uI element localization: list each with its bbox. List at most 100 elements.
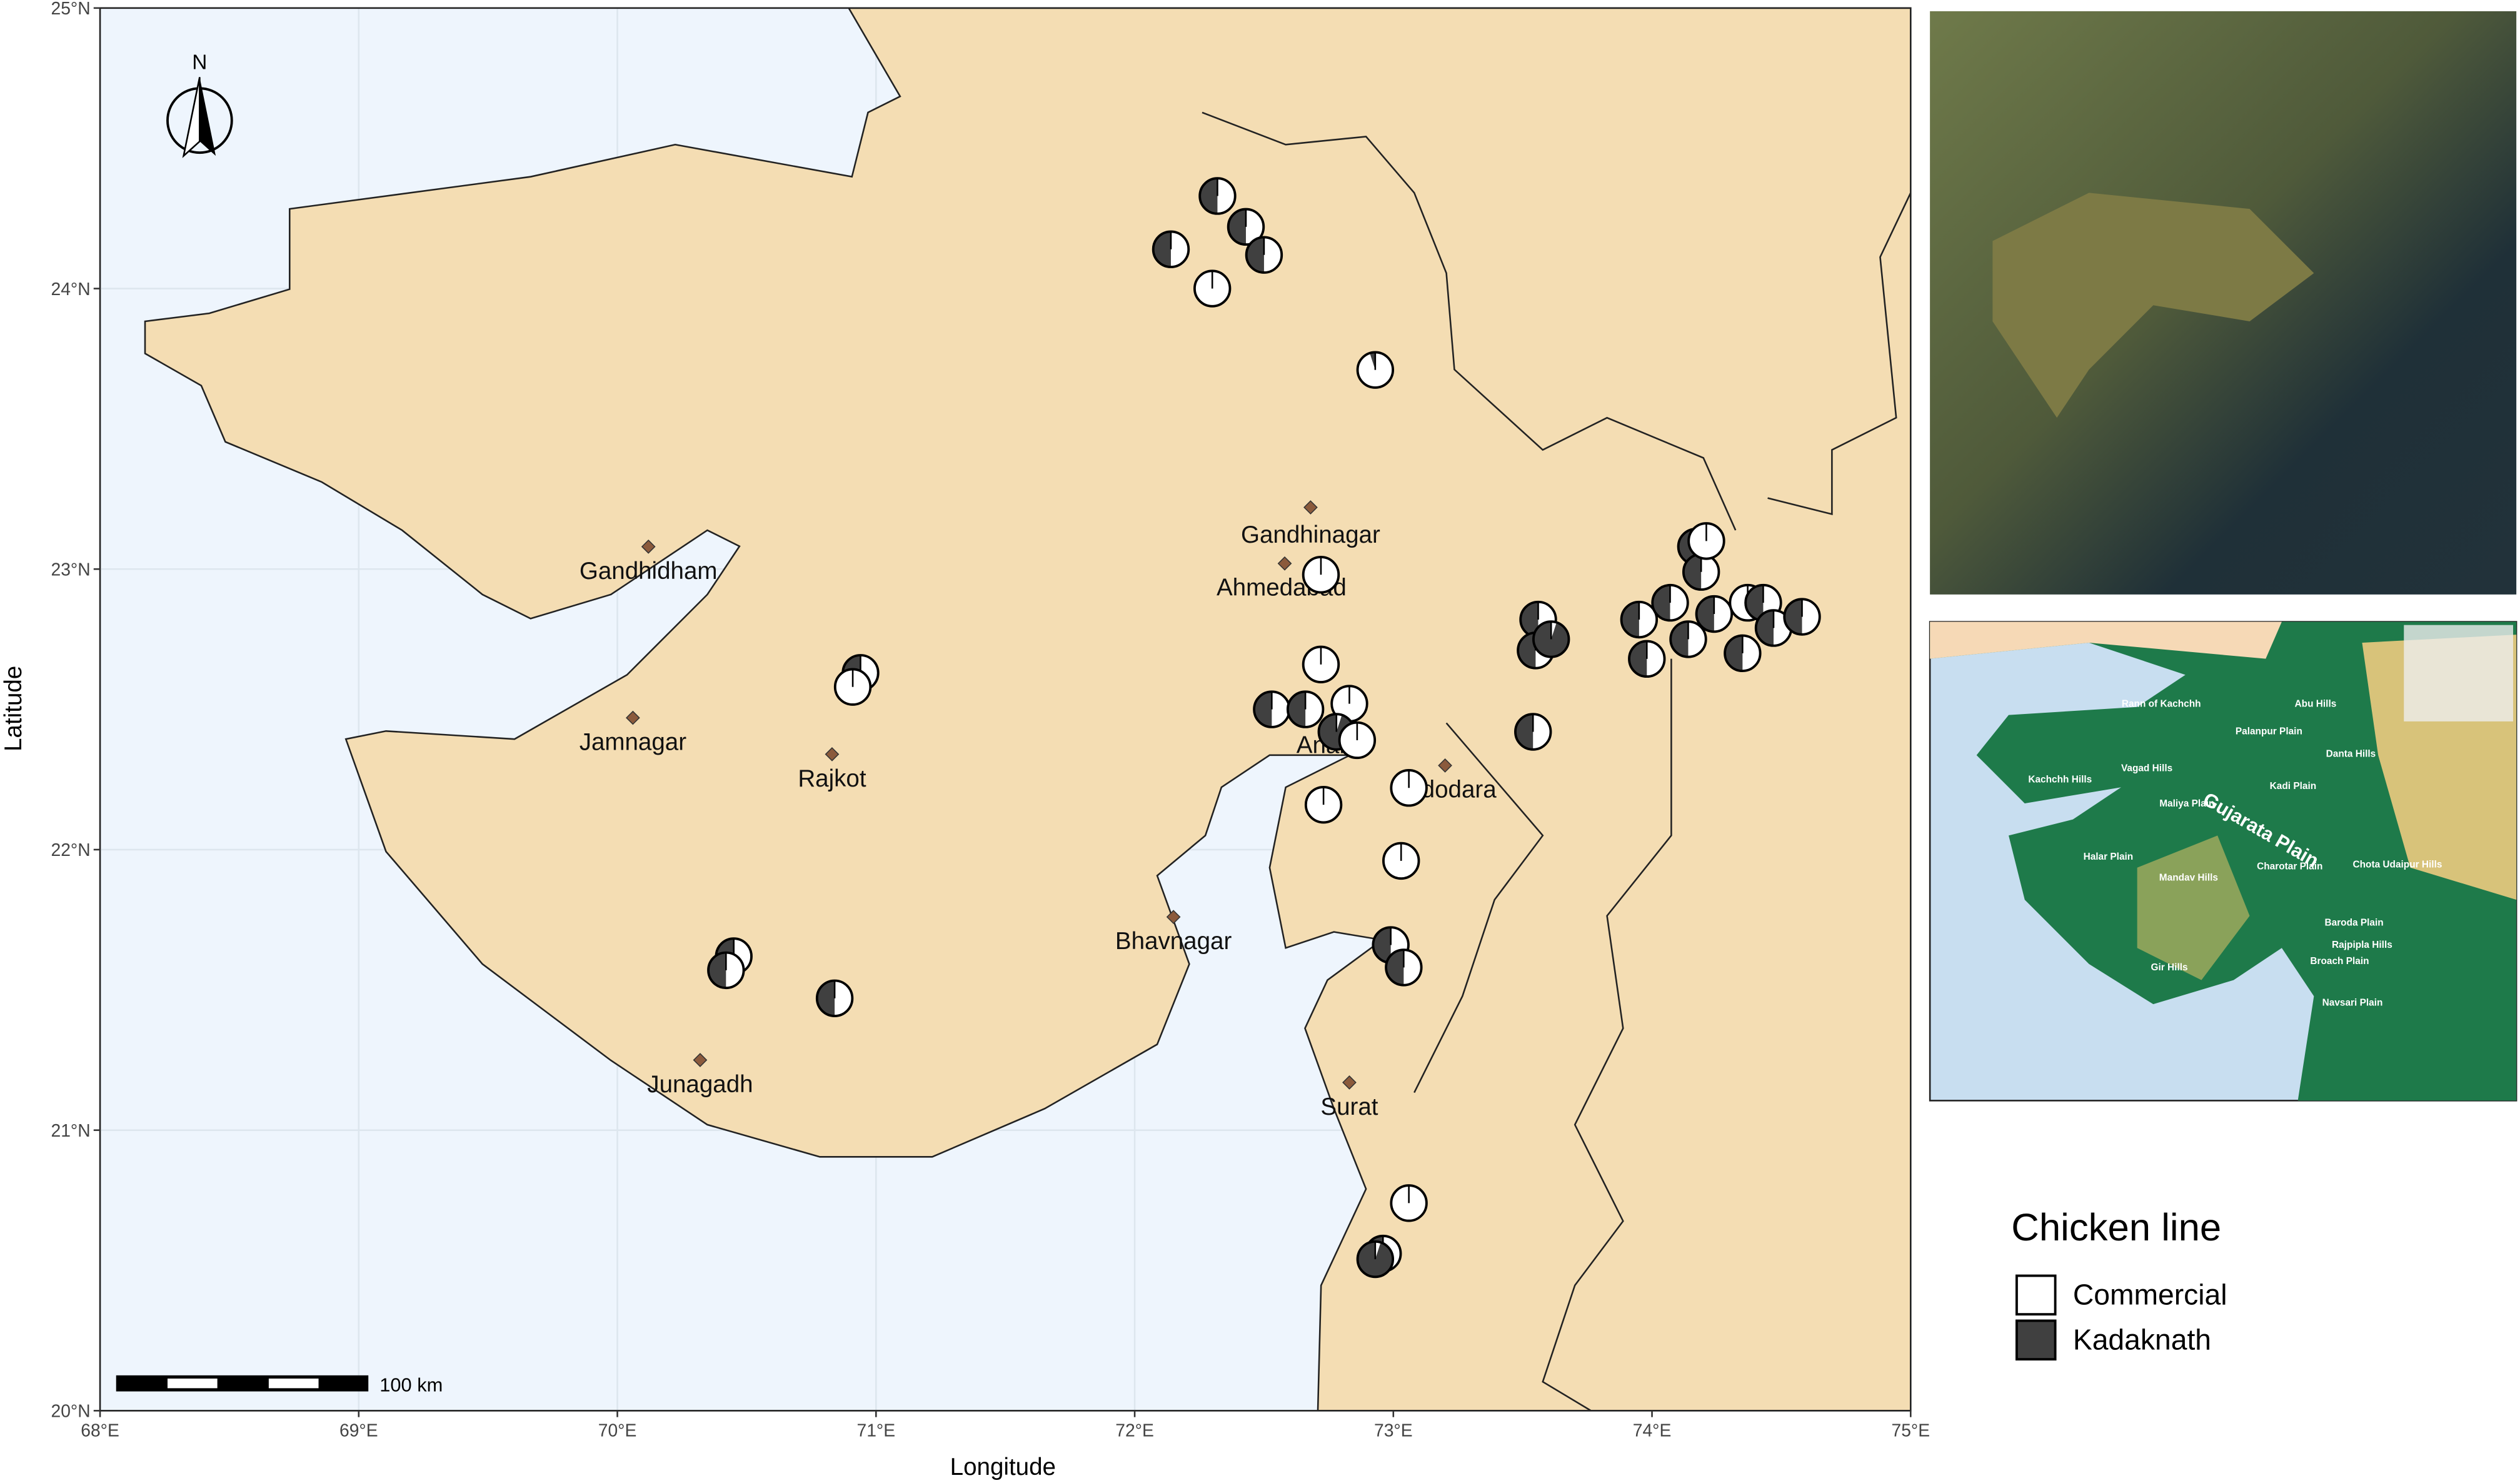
pie-marker <box>1514 713 1552 751</box>
commercial-wedge <box>726 952 744 988</box>
pie-marker <box>1227 208 1265 246</box>
plot-frame <box>99 7 1912 1412</box>
north-label: N <box>192 51 207 74</box>
pie-marker <box>1682 553 1720 591</box>
pie-marker <box>1783 598 1821 636</box>
pie-outline <box>1304 785 1343 824</box>
commercial-wedge <box>1639 601 1657 638</box>
inset-label: Baroda Plain <box>2324 917 2383 928</box>
pie-marker <box>1302 645 1340 684</box>
city-marker <box>693 1053 708 1067</box>
pie-marker <box>1687 522 1725 560</box>
scale-bar: 100 km <box>116 1374 443 1396</box>
commercial-wedge <box>1688 621 1706 657</box>
inset-label: Navsari Plain <box>2322 998 2383 1008</box>
pie-marker <box>707 951 745 990</box>
pie-marker <box>1356 1240 1395 1279</box>
commercial-wedge <box>1332 686 1367 721</box>
inset-label: Vagad Hills <box>2121 763 2172 774</box>
legend-label: Kadaknath <box>2073 1324 2211 1356</box>
x-tick-label: 72°E <box>1115 1420 1154 1440</box>
pie-marker <box>1193 269 1232 308</box>
scale-label: 100 km <box>379 1374 443 1396</box>
city-marker <box>641 539 656 554</box>
x-tick-label: 69°E <box>339 1420 378 1440</box>
pie-marker <box>1390 1184 1428 1222</box>
pie-marker <box>1198 177 1237 215</box>
city-marker <box>1303 500 1318 515</box>
legend-label: Commercial <box>2073 1279 2227 1311</box>
y-tick-label: 22°N <box>51 840 91 860</box>
city-marker <box>1166 910 1181 925</box>
pie-marker <box>815 979 854 1017</box>
x-axis-title: Longitude <box>950 1454 1056 1480</box>
commercial-wedge <box>1263 237 1282 273</box>
inset-label: Maliya Plain <box>2159 798 2214 809</box>
pie-marker <box>1651 583 1689 622</box>
x-tick-label: 75°E <box>1892 1420 1930 1440</box>
inset-label: Rann of Kachchh <box>2122 699 2201 710</box>
commercial-wedge <box>835 980 853 1017</box>
inset-label: Abu Hills <box>2295 699 2337 710</box>
city-label: Gandhinagar <box>1241 521 1380 548</box>
commercial-wedge <box>1245 209 1264 245</box>
commercial-wedge <box>1217 178 1235 214</box>
pie-marker <box>1628 640 1666 678</box>
pie-marker <box>1669 620 1707 658</box>
y-tick-label: 25°N <box>51 0 91 18</box>
commercial-wedge <box>1375 1241 1381 1260</box>
y-tick-label: 21°N <box>51 1120 91 1140</box>
inset-label: Danta Hills <box>2326 748 2376 759</box>
city-label: Surat <box>1320 1093 1378 1120</box>
city-marker <box>1277 556 1292 571</box>
legend-title: Chicken line <box>2011 1206 2221 1249</box>
commercial-wedge <box>1742 635 1760 671</box>
inset-label: Charotar Plain <box>2257 861 2322 872</box>
inset-label: Gir Hills <box>2151 962 2188 973</box>
inset-label: Mandav Hills <box>2159 872 2218 883</box>
commercial-wedge <box>1802 599 1820 635</box>
x-tick-label: 70°E <box>598 1420 637 1440</box>
commercial-wedge <box>1391 770 1427 806</box>
commercial-wedge <box>1403 950 1422 985</box>
pie-marker <box>1382 842 1420 880</box>
commercial-wedge <box>1533 714 1551 750</box>
commercial-wedge <box>1551 621 1557 640</box>
pie-marker <box>1245 236 1283 274</box>
physiography-inset <box>1929 621 2517 1102</box>
city-marker <box>1342 1075 1357 1090</box>
commercial-wedge <box>1305 691 1323 727</box>
pie-marker <box>1286 690 1325 728</box>
x-tick-label: 74°E <box>1633 1420 1672 1440</box>
x-tick-label: 71°E <box>857 1420 896 1440</box>
pie-marker <box>1302 556 1340 594</box>
y-tick-label: 24°N <box>51 279 91 299</box>
commercial-wedge <box>1170 231 1189 268</box>
city-label: Bhavnagar <box>1115 928 1232 955</box>
inset-label: Halar Plain <box>2084 852 2134 862</box>
x-tick-label: 73°E <box>1374 1420 1413 1440</box>
pie-marker <box>1338 721 1377 760</box>
commercial-wedge <box>1357 352 1393 388</box>
north-arrow: N <box>166 51 233 158</box>
pie-marker <box>1724 634 1762 673</box>
inset-label: Rajpipla Hills <box>2332 940 2392 950</box>
y-tick-label: 23°N <box>51 560 91 580</box>
land <box>144 8 1911 1411</box>
pie-marker <box>833 668 872 706</box>
inset-label: Kachchh Hills <box>2028 775 2092 785</box>
pie-marker <box>1390 769 1428 807</box>
commercial-wedge <box>1647 641 1665 677</box>
inset-label: Kadi Plain <box>2270 781 2316 792</box>
satellite-land <box>1992 193 2314 418</box>
city-marker <box>626 710 640 725</box>
pie-marker <box>1356 351 1395 389</box>
pie-marker <box>1620 600 1659 639</box>
pie-marker <box>1330 685 1368 723</box>
legend-swatch <box>2015 1274 2057 1316</box>
pie-outline <box>1356 351 1395 389</box>
pie-marker <box>1304 785 1343 824</box>
state-border <box>1202 111 1911 1411</box>
commercial-wedge <box>1670 585 1688 621</box>
